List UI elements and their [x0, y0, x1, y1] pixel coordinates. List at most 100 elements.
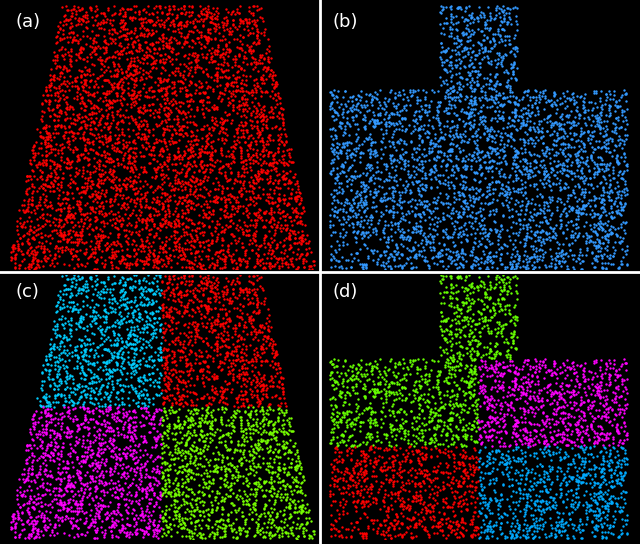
Point [56, 67, 67, 76]
Point [554, 509, 564, 518]
Point [547, 165, 557, 174]
Point [557, 401, 568, 410]
Point [16, 491, 26, 499]
Point [214, 434, 224, 443]
Point [259, 112, 269, 121]
Point [91, 384, 101, 392]
Point [165, 251, 175, 259]
Point [154, 257, 164, 266]
Point [183, 146, 193, 154]
Point [504, 39, 515, 48]
Point [86, 460, 97, 469]
Point [339, 412, 349, 421]
Point [616, 205, 627, 214]
Point [145, 229, 155, 238]
Point [83, 404, 93, 413]
Point [93, 130, 103, 139]
Point [164, 419, 174, 428]
Point [601, 399, 611, 407]
Point [67, 5, 77, 14]
Point [325, 374, 335, 383]
Point [291, 250, 301, 259]
Point [477, 350, 488, 359]
Point [248, 453, 258, 462]
Point [433, 522, 443, 531]
Point [202, 36, 212, 45]
Point [118, 30, 128, 39]
Point [51, 225, 61, 234]
Point [150, 165, 160, 174]
Point [257, 405, 268, 414]
Point [459, 377, 469, 386]
Point [114, 212, 124, 220]
Point [604, 226, 614, 234]
Point [338, 139, 348, 148]
Point [265, 130, 275, 139]
Point [358, 262, 368, 271]
Point [123, 84, 133, 92]
Point [30, 250, 40, 259]
Point [132, 331, 142, 340]
Point [454, 305, 465, 313]
Point [185, 151, 195, 160]
Point [212, 319, 223, 328]
Point [126, 164, 136, 172]
Point [241, 388, 252, 397]
Point [523, 263, 533, 272]
Point [588, 453, 598, 461]
Point [253, 511, 264, 520]
Point [615, 101, 625, 110]
Point [74, 458, 84, 467]
Point [236, 402, 246, 411]
Point [111, 452, 121, 461]
Point [90, 166, 100, 175]
Point [495, 232, 505, 241]
Point [264, 417, 274, 425]
Point [411, 376, 421, 385]
Point [52, 229, 63, 238]
Point [155, 57, 165, 66]
Point [449, 511, 459, 520]
Point [605, 203, 616, 212]
Point [532, 478, 543, 486]
Point [368, 467, 378, 475]
Point [622, 435, 632, 443]
Point [58, 232, 68, 240]
Point [45, 467, 56, 475]
Point [162, 351, 172, 360]
Point [529, 499, 540, 508]
Point [108, 435, 118, 444]
Point [56, 109, 66, 118]
Point [396, 486, 406, 495]
Point [118, 216, 128, 225]
Point [120, 277, 130, 286]
Point [278, 444, 288, 453]
Point [516, 375, 527, 384]
Point [568, 221, 579, 230]
Point [59, 228, 69, 237]
Point [129, 222, 140, 231]
Point [127, 14, 137, 23]
Point [404, 236, 415, 244]
Point [122, 153, 132, 162]
Point [158, 243, 168, 252]
Point [81, 101, 92, 110]
Point [400, 456, 410, 465]
Point [584, 165, 594, 174]
Point [456, 202, 466, 211]
Point [594, 505, 604, 514]
Point [365, 146, 376, 155]
Point [113, 207, 123, 216]
Point [589, 169, 600, 178]
Point [186, 249, 196, 257]
Point [109, 78, 120, 87]
Point [125, 69, 135, 78]
Point [116, 116, 127, 125]
Point [142, 313, 152, 322]
Point [33, 494, 43, 503]
Point [201, 304, 211, 312]
Point [589, 262, 600, 271]
Point [148, 378, 158, 386]
Point [107, 108, 117, 116]
Point [144, 245, 154, 254]
